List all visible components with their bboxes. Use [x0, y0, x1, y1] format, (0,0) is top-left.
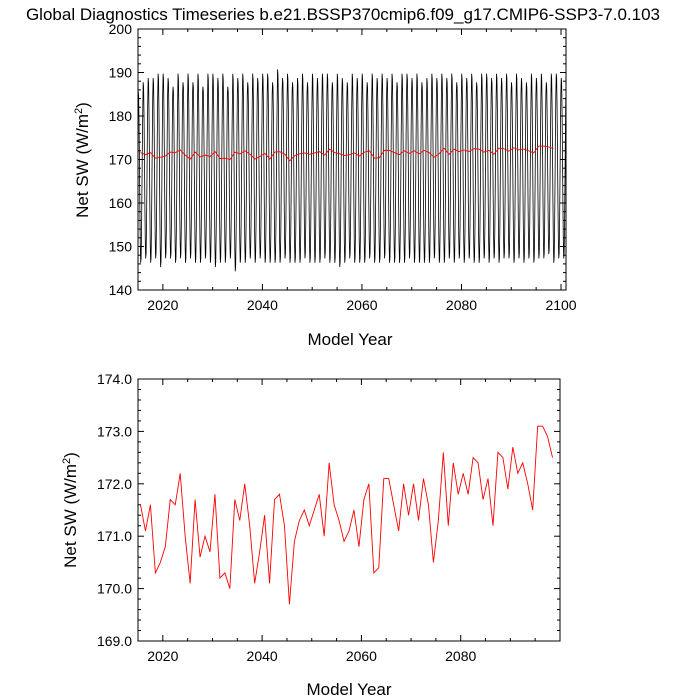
- top-panel-y-axis-label-main: Net SW (W/m: [73, 114, 92, 218]
- top-panel-y-tick-label: 140: [109, 282, 133, 298]
- top-panel-y-tick-label: 180: [109, 108, 133, 124]
- top-panel-y-axis-label: Net SW (W/m2): [73, 102, 92, 218]
- top-panel-y-tick-label: 150: [109, 239, 133, 255]
- top-panel-x-tick-label: 2040: [247, 297, 278, 313]
- bottom-panel-x-tick-label: 2080: [445, 648, 476, 664]
- bottom-panel-x-tick-label: 2020: [147, 648, 178, 664]
- top-panel-y-tick-label: 190: [109, 65, 133, 81]
- bottom-panel-lines: [140, 425, 553, 605]
- bottom-panel-y-tick-label: 170.0: [97, 581, 132, 597]
- monthly-series-line: [137, 69, 567, 272]
- bottom-panel-y-tick-label: 172.0: [97, 476, 132, 492]
- annual-mean-line: [140, 145, 554, 162]
- top-panel-x-tick-label: 2060: [346, 297, 377, 313]
- top-panel-x-tick-label: 2080: [446, 297, 477, 313]
- bottom-panel: 2020 2040 2060 2080 169.0 170.0 171.0 172.0 173…: [61, 371, 561, 699]
- bottom-panel-ticks: [137, 378, 561, 642]
- top-panel-frame: [137, 28, 567, 291]
- bottom-panel-frame: [137, 378, 561, 642]
- top-panel-y-tick-label: 160: [109, 195, 133, 211]
- bottom-panel-y-tick-label: 173.0: [97, 423, 132, 439]
- bottom-panel-y-axis-label-close: ): [61, 452, 80, 458]
- top-panel-x-tick-label: 2020: [147, 297, 178, 313]
- top-panel-y-tick-labels: 140 150 160 170 180 190 200: [109, 21, 133, 298]
- top-panel: 2020 2040 2060 2080 2100 140 150 160 170 180 190 2…: [73, 21, 577, 349]
- top-panel-x-tick-label: 2100: [545, 297, 576, 313]
- bottom-panel-x-tick-label: 2040: [247, 648, 278, 664]
- top-panel-y-axis-label-sup: 2: [73, 108, 85, 114]
- bottom-panel-y-tick-label: 174.0: [97, 371, 132, 387]
- annual-net-sw-line: [140, 425, 553, 605]
- bottom-panel-y-axis-label-main: Net SW (W/m: [61, 464, 80, 568]
- bottom-panel-x-tick-label: 2060: [346, 648, 377, 664]
- bottom-panel-y-tick-label: 169.0: [97, 633, 132, 649]
- top-panel-x-tick-labels: 2020 2040 2060 2080 2100: [147, 297, 576, 313]
- top-panel-y-tick-label: 170: [109, 152, 133, 168]
- bottom-panel-y-tick-label: 171.0: [97, 528, 132, 544]
- bottom-panel-y-axis-label: Net SW (W/m2): [61, 452, 80, 568]
- top-panel-y-axis-label-close: ): [73, 102, 92, 108]
- bottom-panel-x-tick-labels: 2020 2040 2060 2080: [147, 648, 476, 664]
- bottom-panel-y-tick-labels: 169.0 170.0 171.0 172.0 173.0 174.0: [97, 371, 132, 649]
- chart-title: Global Diagnostics Timeseries b.e21.BSSP…: [26, 5, 660, 24]
- top-panel-x-axis-label: Model Year: [307, 330, 392, 349]
- bottom-panel-x-axis-label: Model Year: [306, 680, 391, 699]
- top-panel-lines: [137, 69, 567, 272]
- top-panel-y-tick-label: 200: [109, 21, 133, 37]
- bottom-panel-y-axis-label-sup: 2: [61, 458, 73, 464]
